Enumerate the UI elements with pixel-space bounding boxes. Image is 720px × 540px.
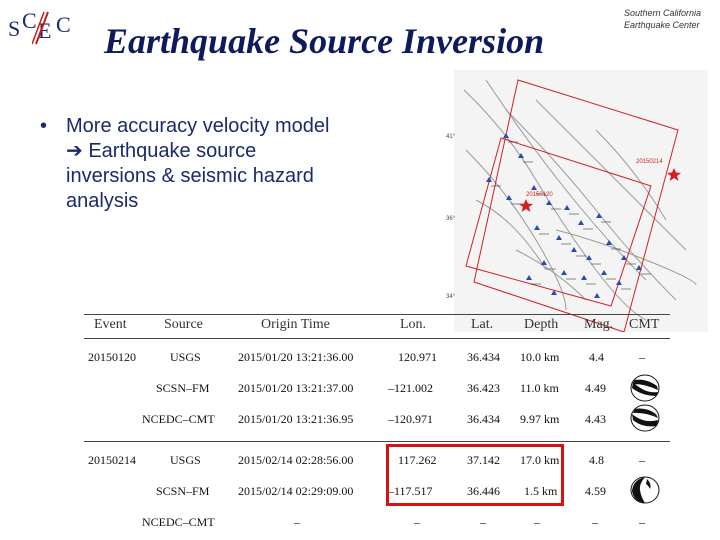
- source-parameter-table: Event Source Origin Time Lon. Lat. Depth…: [84, 312, 670, 540]
- table-cell-source: USGS: [170, 453, 201, 467]
- table-cell-mag: 4.8: [589, 453, 604, 467]
- map-label-event1: 20150214: [636, 159, 663, 165]
- table-cell-cmt: –: [639, 515, 645, 529]
- map-lat-label-1: 36°: [446, 216, 456, 222]
- table-cell-depth: 11.0 km: [520, 381, 559, 395]
- table-cell-cmt: –: [639, 350, 645, 364]
- logo-letter-c2: C: [56, 12, 71, 37]
- station-markers: [486, 133, 642, 298]
- table-cell-time: 2015/01/20 13:21:36.95: [238, 412, 354, 426]
- table-header-rule: [84, 338, 670, 339]
- table-cell-depth: 1.5 km: [524, 484, 558, 498]
- header-depth: Depth: [524, 317, 559, 332]
- logo-letter-c1: C: [22, 8, 37, 33]
- event-star-20150214-icon: [667, 168, 681, 181]
- bullet-text: More accuracy velocity model ➔ Earthquak…: [66, 114, 426, 214]
- header-cmt: CMT: [629, 317, 660, 332]
- header-lat: Lat.: [471, 317, 494, 332]
- header-event: Event: [94, 317, 127, 332]
- table-cell-lon: –117.517: [388, 484, 433, 498]
- map-lat-label-2: 34°: [446, 294, 456, 300]
- header-source: Source: [164, 317, 203, 332]
- fault-map: 20150214 20150120 41° 36° 34°: [446, 70, 708, 332]
- table-cell-event: 20150120: [88, 350, 136, 364]
- table-cell-mag: 4.4: [589, 350, 604, 364]
- bullet-line-2-row: ➔ Earthquake source: [66, 139, 426, 164]
- table-cell-lat: 37.142: [467, 453, 500, 467]
- bullet-line-2: Earthquake source: [88, 140, 257, 162]
- logo-letter-s: S: [8, 16, 21, 41]
- beachball-ncedc-20150120-icon: [630, 404, 660, 432]
- table-cell-lat: 36.434: [467, 350, 500, 364]
- logo-slash-icon: [32, 11, 49, 45]
- beachball-scsn-20150214-icon: [630, 476, 660, 504]
- table-cell-lon: –: [414, 515, 420, 529]
- table-cell-mag: –: [592, 515, 598, 529]
- table-cell-depth: –: [534, 515, 540, 529]
- table-cell-time: –: [294, 515, 300, 529]
- table-cell-lat: 36.423: [467, 381, 500, 395]
- header-mag: Mag.: [584, 317, 614, 332]
- table-cell-lat: 36.434: [467, 412, 500, 426]
- table-cell-time: 2015/02/14 02:28:56.00: [238, 453, 354, 467]
- arrow-icon: ➔: [66, 140, 83, 162]
- table-cell-source: NCEDC–CMT: [142, 412, 215, 426]
- event-star-20150120-icon: [519, 199, 533, 212]
- table-cell-lon: –120.971: [388, 412, 433, 426]
- table-cell-time: 2015/02/14 02:29:09.00: [238, 484, 354, 498]
- table-cell-depth: 10.0 km: [520, 350, 560, 364]
- table-cell-time: 2015/01/20 13:21:37.00: [238, 381, 354, 395]
- table-cell-cmt: –: [639, 453, 645, 467]
- header-origin-time: Origin Time: [261, 317, 330, 332]
- map-label-event2: 20150120: [526, 192, 553, 198]
- table-group-rule: [84, 441, 670, 442]
- table-cell-source: USGS: [170, 350, 201, 364]
- org-line-2: Earthquake Center: [624, 20, 700, 30]
- beachball-scsn-20150120-icon: [630, 374, 660, 402]
- bullet-line-4: analysis: [66, 190, 139, 212]
- station-labels: [491, 141, 651, 290]
- highlight-box: [386, 444, 564, 506]
- table-cell-lat: –: [480, 515, 486, 529]
- logo-letter-e: E: [38, 18, 52, 43]
- slide-title: Earthquake Source Inversion: [104, 21, 545, 61]
- table-cell-mag: 4.43: [585, 412, 606, 426]
- fault-lines: [463, 79, 697, 321]
- table-cell-lon: –121.002: [388, 381, 433, 395]
- bullet-line-1: More accuracy velocity model: [66, 115, 330, 137]
- bullet-dot: •: [40, 115, 48, 137]
- table-cell-source: SCSN–FM: [156, 484, 210, 498]
- bullet-line-3: inversions & seismic hazard: [66, 165, 314, 187]
- map-region-box: [473, 79, 679, 332]
- table-cell-lon: 120.971: [398, 350, 437, 364]
- table-cell-time: 2015/01/20 13:21:36.00: [238, 350, 354, 364]
- scec-logo: S C E C: [8, 8, 78, 48]
- table-cell-source: NCEDC–CMT: [142, 515, 215, 529]
- organization-name: Southern California Earthquake Center: [624, 7, 701, 31]
- table-top-rule: [84, 314, 670, 315]
- table-cell-mag: 4.59: [585, 484, 606, 498]
- org-line-1: Southern California: [624, 8, 702, 18]
- table-cell-mag: 4.49: [585, 381, 606, 395]
- table-cell-depth: 17.0 km: [520, 453, 560, 467]
- header-lon: Lon.: [400, 317, 427, 332]
- map-background: [454, 70, 708, 332]
- table-cell-lon: 117.262: [398, 453, 437, 467]
- table-cell-depth: 9.97 km: [520, 412, 560, 426]
- table-cell-source: SCSN–FM: [156, 381, 210, 395]
- map-lat-label-0: 41°: [446, 134, 456, 140]
- table-cell-event: 20150214: [88, 453, 136, 467]
- table-cell-lat: 36.446: [467, 484, 500, 498]
- map-inner-box: [465, 137, 652, 307]
